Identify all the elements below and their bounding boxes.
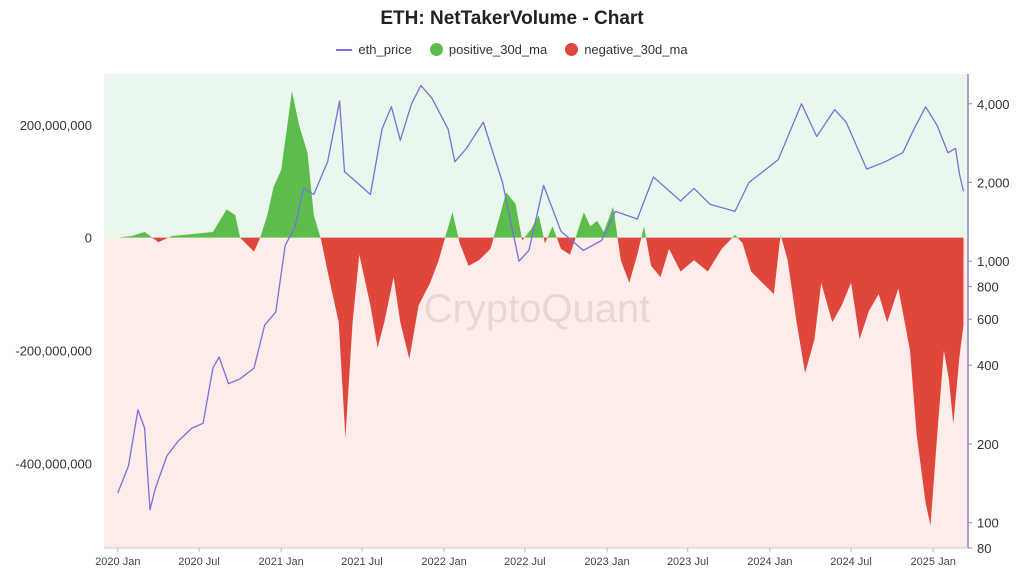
right-tick-label: 4,000 — [977, 97, 1010, 112]
net-taker-volume-areas — [117, 90, 964, 526]
right-tick-label: 1,000 — [977, 254, 1010, 269]
chart-title: ETH: NetTakerVolume - Chart — [380, 8, 644, 29]
legend: eth_price positive_30d_ma negative_30d_m… — [0, 42, 1024, 57]
x-tick-label: 2020 Jan — [95, 556, 140, 568]
x-tick-label: 2024 Jul — [830, 556, 872, 568]
legend-dot-swatch — [565, 43, 579, 56]
legend-item-negative[interactable]: negative_30d_ma — [565, 42, 688, 57]
x-tick-label: 2021 Jan — [259, 556, 304, 568]
x-tick-label: 2023 Jul — [667, 556, 709, 568]
x-tick-label: 2023 Jan — [584, 556, 629, 568]
x-tick-label: 2022 Jul — [504, 556, 546, 568]
x-tick-label: 2021 Jul — [341, 556, 383, 568]
right-tick-label: 600 — [977, 312, 999, 327]
left-tick-label: 200,000,000 — [20, 118, 92, 133]
x-tick-label: 2025 Jan — [911, 556, 956, 568]
right-tick-label: 80 — [977, 541, 991, 556]
legend-dot-swatch — [429, 43, 443, 56]
positive-region-bg — [104, 74, 968, 238]
right-tick-label: 400 — [977, 358, 999, 373]
right-tick-label: 200 — [977, 437, 999, 452]
eth-price-line — [117, 84, 965, 511]
positive-30d-ma-area — [117, 90, 964, 238]
axes: 200,000,000 0 -200,000,000 -400,000,000 4,00… — [15, 74, 1010, 568]
legend-line-swatch — [336, 48, 353, 51]
x-tick-label: 2024 Jan — [747, 556, 792, 568]
legend-label-positive: positive_30d_ma — [448, 42, 548, 57]
legend-label-eth-price: eth_price — [358, 42, 412, 57]
right-tick-label: 800 — [977, 280, 999, 295]
eth-price-line-layer — [117, 84, 965, 511]
legend-item-eth-price[interactable]: eth_price — [336, 42, 412, 57]
negative-30d-ma-area — [117, 237, 964, 526]
right-tick-label: 100 — [977, 516, 999, 531]
left-tick-label: 0 — [85, 231, 92, 246]
watermark: CryptoQuant — [424, 287, 651, 331]
right-tick-label: 2,000 — [977, 175, 1010, 190]
left-tick-label: -400,000,000 — [15, 456, 92, 471]
x-tick-label: 2022 Jan — [421, 556, 466, 568]
left-tick-label: -200,000,000 — [15, 344, 92, 359]
x-tick-label: 2020 Jul — [178, 556, 220, 568]
legend-label-negative: negative_30d_ma — [584, 42, 688, 57]
legend-item-positive[interactable]: positive_30d_ma — [429, 42, 548, 57]
